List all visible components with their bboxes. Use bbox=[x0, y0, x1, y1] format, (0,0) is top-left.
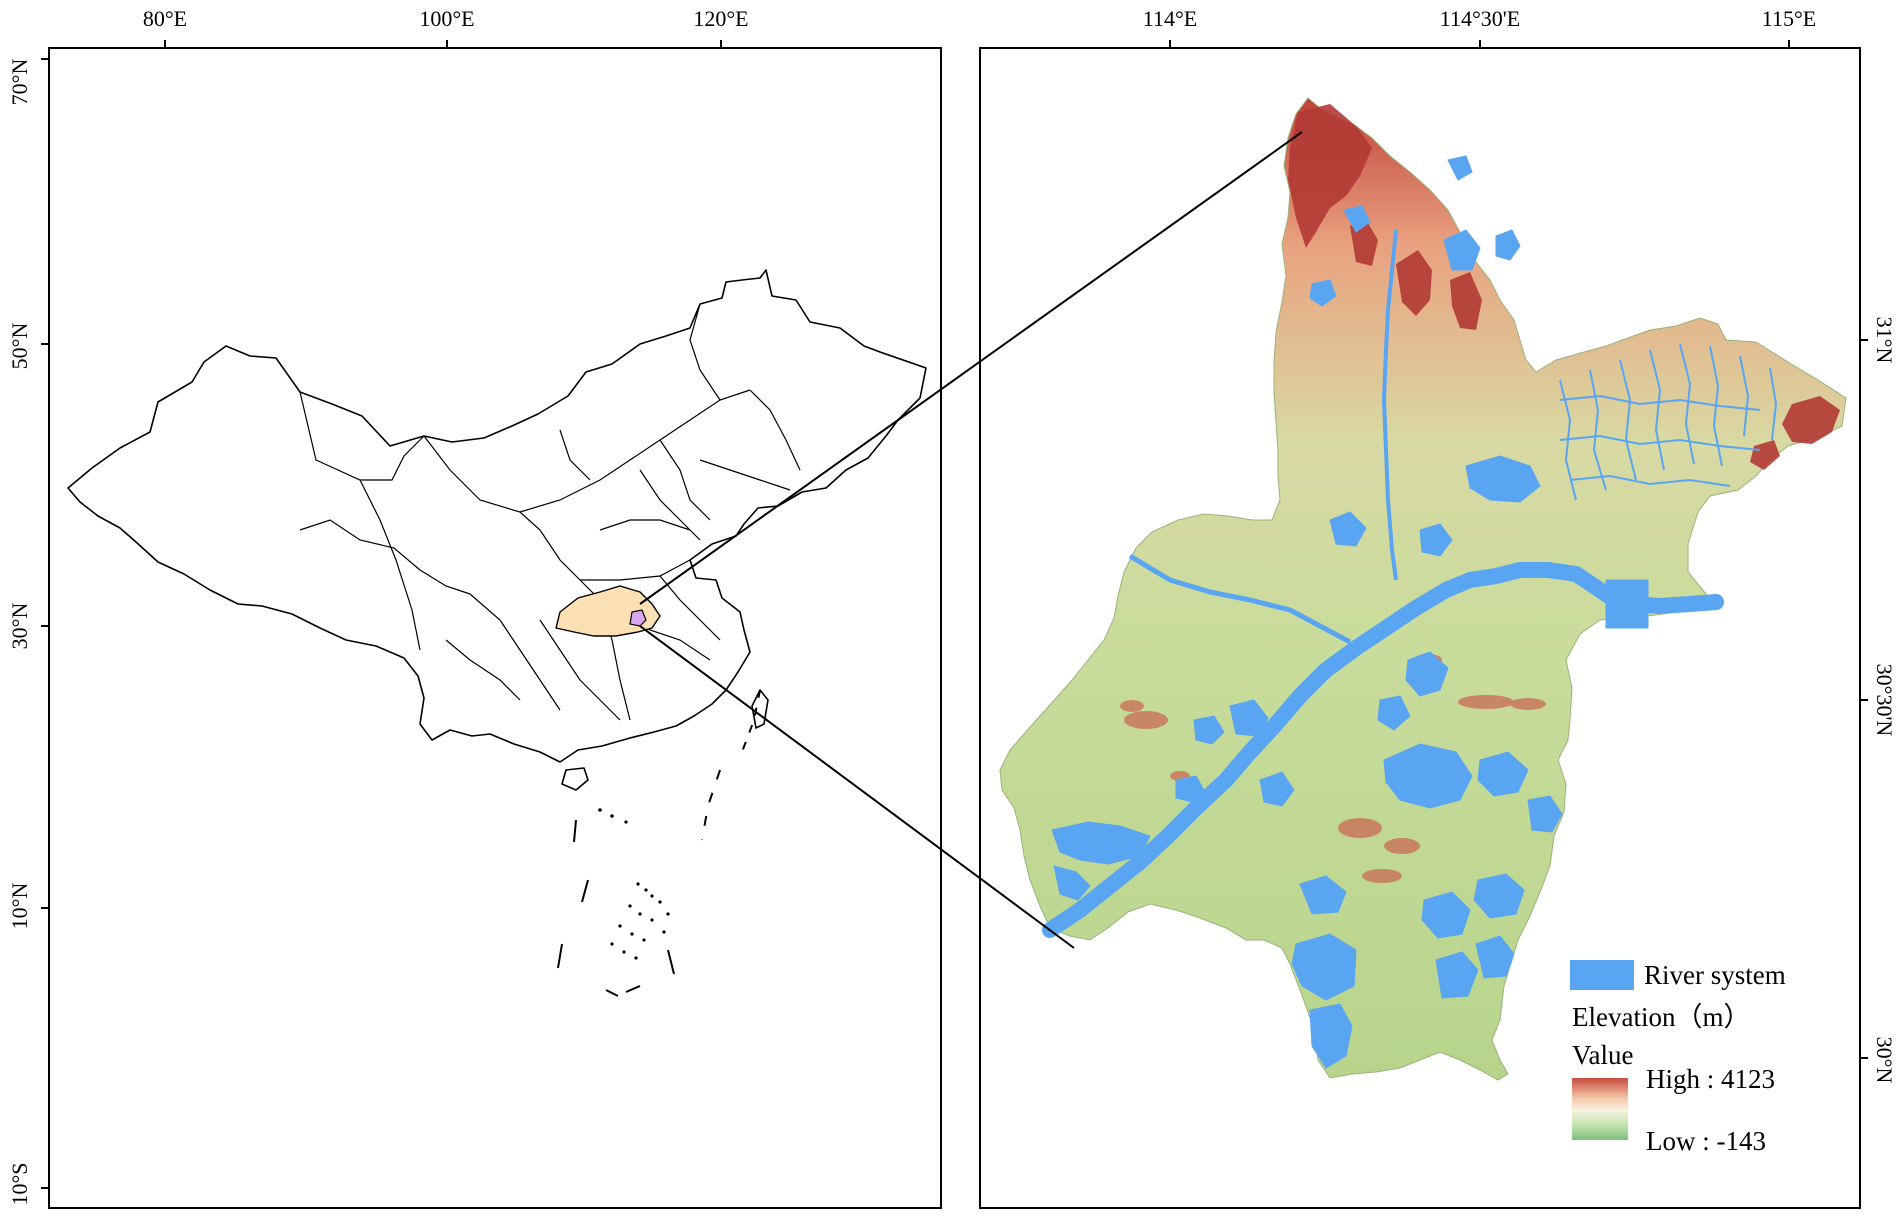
china-outline bbox=[68, 270, 926, 790]
right-side-label-30-30n: 30°30'N bbox=[1873, 664, 1895, 737]
elevation-low-label: Low : -143 bbox=[1646, 1128, 1766, 1155]
right-top-label-114-30e: 114°30'E bbox=[1440, 8, 1520, 30]
wuhan-elevation-map bbox=[1000, 98, 1846, 1080]
right-side-ticks bbox=[1860, 340, 1868, 1058]
left-top-ticks bbox=[165, 40, 721, 48]
left-side-ticks bbox=[41, 59, 49, 1188]
left-side-label-30n: 30°N bbox=[9, 603, 31, 650]
right-top-label-114e: 114°E bbox=[1143, 8, 1197, 30]
left-side-label-70n: 70°N bbox=[9, 59, 31, 106]
left-side-label-10s: 10°S bbox=[9, 1162, 31, 1205]
river-system-label: River system bbox=[1644, 962, 1786, 989]
right-top-label-115e: 115°E bbox=[1762, 8, 1816, 30]
elevation-high-label: High : 4123 bbox=[1646, 1066, 1775, 1093]
left-top-label-100e: 100°E bbox=[419, 8, 474, 30]
elevation-color-ramp bbox=[1572, 1078, 1628, 1140]
left-side-label-50n: 50°N bbox=[9, 323, 31, 370]
left-side-label-10n: 10°N bbox=[9, 883, 31, 930]
island-dots bbox=[598, 808, 669, 959]
river-system-swatch bbox=[1570, 960, 1634, 990]
left-top-label-120e: 120°E bbox=[693, 8, 748, 30]
elevation-title: Elevation（m） bbox=[1572, 1004, 1750, 1031]
left-top-label-80e: 80°E bbox=[143, 8, 187, 30]
right-top-ticks bbox=[1170, 40, 1789, 48]
value-label: Value bbox=[1572, 1042, 1633, 1069]
right-side-label-30n: 30°N bbox=[1873, 1037, 1895, 1084]
right-side-label-31n: 31°N bbox=[1873, 317, 1895, 364]
